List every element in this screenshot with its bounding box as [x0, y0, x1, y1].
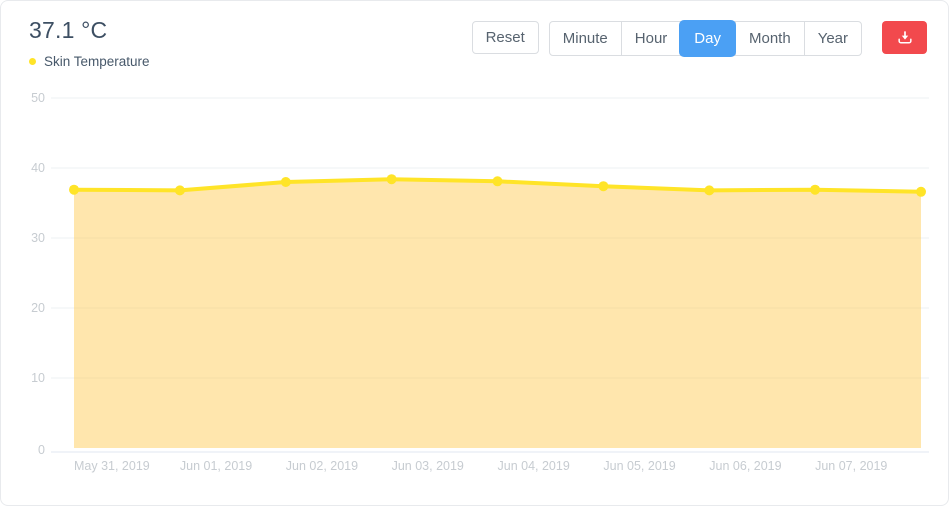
- range-button-hour[interactable]: Hour: [620, 22, 681, 55]
- y-tick-label: 50: [31, 91, 45, 105]
- data-point[interactable]: [69, 184, 79, 195]
- y-tick-label: 40: [31, 161, 45, 175]
- chart-header: 37.1 °C Skin Temperature: [29, 17, 150, 69]
- data-point[interactable]: [810, 184, 821, 195]
- x-tick-label: Jun 06, 2019: [709, 459, 781, 473]
- range-button-month[interactable]: Month: [734, 22, 804, 55]
- x-tick-label: May 31, 2019: [74, 459, 150, 473]
- data-point[interactable]: [704, 185, 715, 196]
- legend-dot-icon: [29, 58, 36, 65]
- legend-skin-temperature[interactable]: Skin Temperature: [29, 54, 150, 69]
- range-button-year[interactable]: Year: [803, 22, 861, 55]
- reset-button[interactable]: Reset: [471, 21, 539, 54]
- x-tick-label: Jun 07, 2019: [815, 459, 887, 473]
- download-icon: [897, 30, 912, 43]
- data-point[interactable]: [492, 176, 503, 187]
- data-point[interactable]: [280, 177, 291, 187]
- x-tick-label: Jun 02, 2019: [286, 459, 358, 473]
- chart-area: [74, 179, 921, 448]
- x-tick-label: Jun 04, 2019: [498, 459, 570, 473]
- y-tick-label: 0: [38, 443, 45, 457]
- range-button-group: Minute Hour Day Month Year: [548, 20, 862, 57]
- range-button-day[interactable]: Day: [679, 20, 736, 57]
- x-tick-label: Jun 01, 2019: [180, 459, 252, 473]
- data-point[interactable]: [174, 185, 185, 196]
- y-tick-label: 30: [31, 231, 45, 245]
- range-button-minute[interactable]: Minute: [550, 22, 621, 55]
- data-point[interactable]: [916, 186, 926, 197]
- page-title: 37.1 °C: [29, 17, 108, 43]
- data-point[interactable]: [598, 181, 609, 192]
- legend-label: Skin Temperature: [44, 54, 150, 69]
- export-button[interactable]: [882, 21, 927, 54]
- data-point[interactable]: [386, 174, 397, 185]
- x-tick-label: Jun 03, 2019: [392, 459, 464, 473]
- y-tick-label: 20: [31, 301, 45, 315]
- x-tick-label: Jun 05, 2019: [603, 459, 675, 473]
- toolbar: Reset Minute Hour Day Month Year: [471, 20, 927, 57]
- y-tick-label: 10: [31, 371, 45, 385]
